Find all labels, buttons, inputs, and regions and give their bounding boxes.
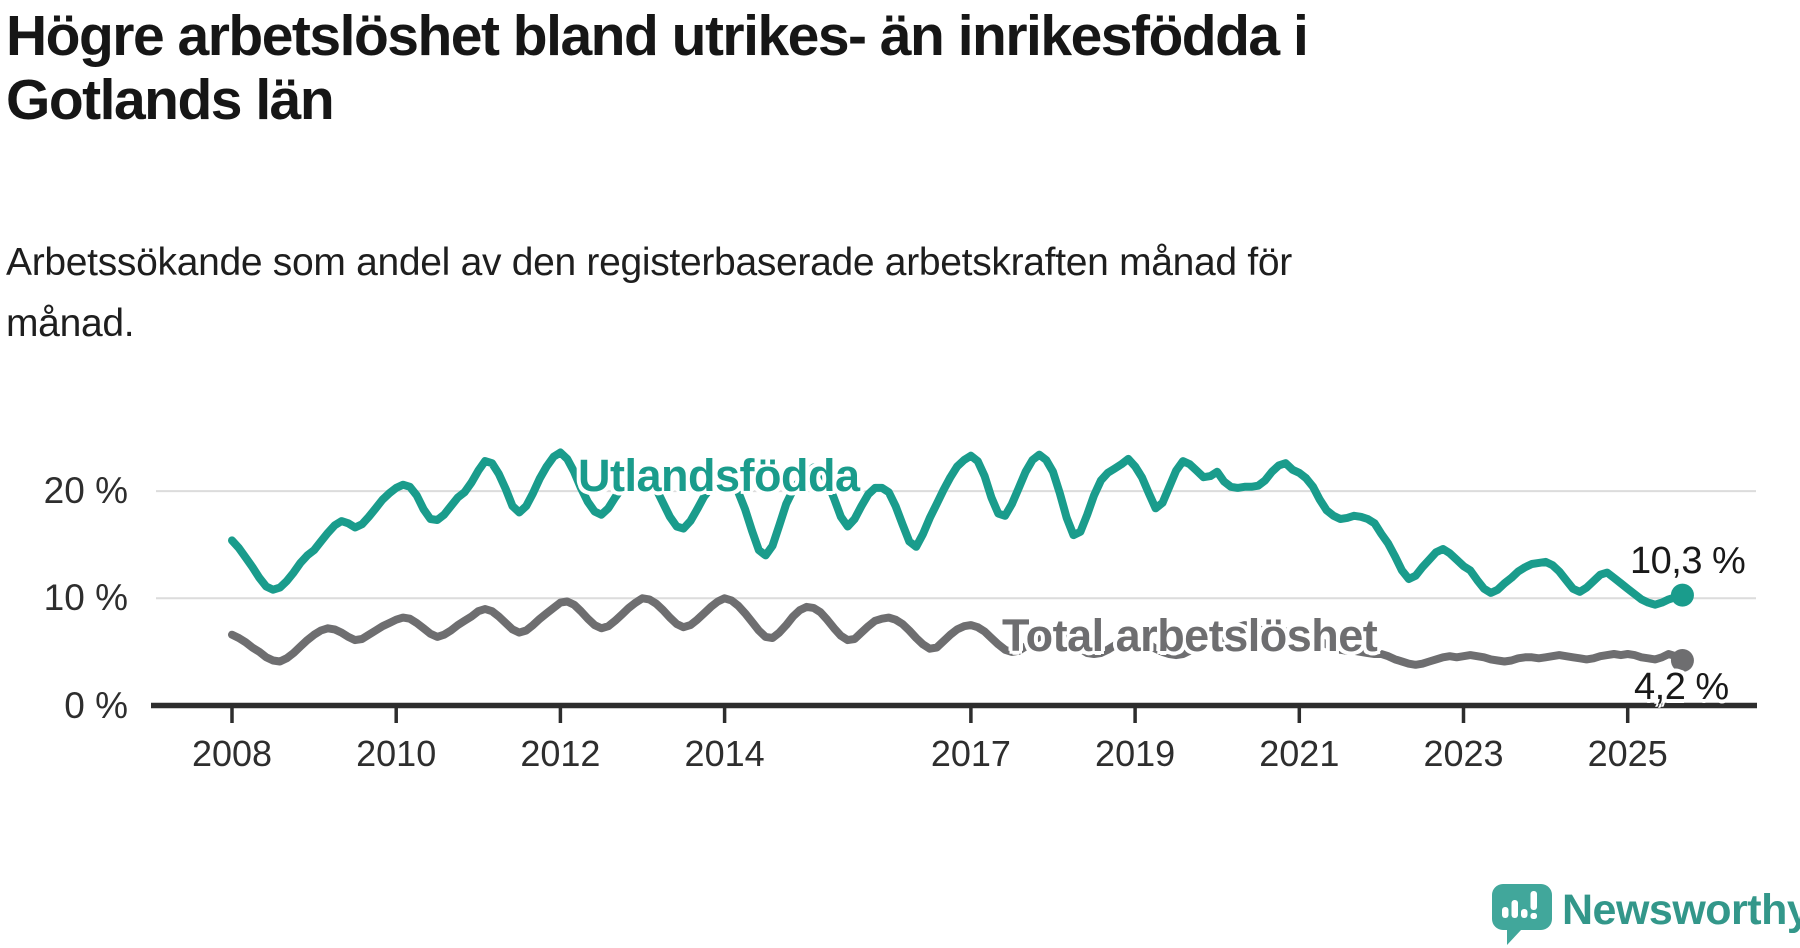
chart-subtitle-line-2: månad. <box>6 302 135 345</box>
end-dot-utlandsfodda <box>1670 583 1694 607</box>
series-label-utlandsfodda: Utlandsfödda <box>578 450 860 501</box>
newsworthy-logo-icon <box>1492 884 1552 945</box>
series-label-total-arbetsloshet: Total arbetslöshet <box>1002 610 1378 661</box>
x-axis-label-2025: 2025 <box>1587 733 1668 774</box>
chart-title-line-1: Högre arbetslöshet bland utrikes- än inr… <box>6 4 1309 68</box>
end-dot-total <box>1670 648 1694 672</box>
chart-title-line-2: Gotlands län <box>6 68 335 132</box>
x-axis-label-2014: 2014 <box>684 733 765 774</box>
y-axis-label-0: 0 % <box>64 684 128 726</box>
end-value-label-total: 4,2 % <box>1634 666 1729 708</box>
series-line-total <box>228 594 1687 669</box>
y-axis-label-20: 20 % <box>43 470 128 512</box>
chart-subtitle: Arbetssökande som andel av den registerb… <box>6 232 1506 354</box>
newsworthy-wordmark: Newsworthy <box>1562 886 1800 934</box>
x-axis-label-2010: 2010 <box>356 733 437 774</box>
x-axis-label-2017: 2017 <box>930 733 1011 774</box>
x-axis-label-2008: 2008 <box>191 733 273 774</box>
x-axis-label-2021: 2021 <box>1259 733 1340 774</box>
chart-subtitle-line-1: Arbetssökande som andel av den registerb… <box>6 241 1292 284</box>
x-axis-label-2023: 2023 <box>1423 733 1504 774</box>
x-axis-label-2019: 2019 <box>1095 733 1176 774</box>
series-line-utlandsfodda <box>228 448 1687 609</box>
x-axis-label-2012: 2012 <box>520 733 601 774</box>
y-axis-label-10: 10 % <box>43 577 128 619</box>
chart-title: Högre arbetslöshet bland utrikes- än inr… <box>6 4 1726 132</box>
end-value-label-utlandsfodda: 10,3 % <box>1630 540 1746 582</box>
